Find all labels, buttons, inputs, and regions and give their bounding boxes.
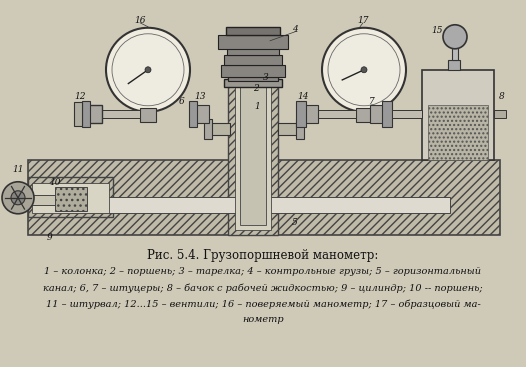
Circle shape [11, 191, 25, 205]
Text: 17: 17 [357, 16, 369, 25]
Bar [100, 110, 140, 118]
Text: Рис. 5.4. Грузопоршневой манометр:: Рис. 5.4. Грузопоршневой манометр: [147, 249, 379, 262]
Bar [218, 35, 288, 49]
Bar [422, 70, 494, 160]
Text: 5: 5 [292, 218, 298, 227]
Text: 3: 3 [263, 73, 269, 82]
Bar [28, 177, 113, 217]
Text: нометр: нометр [242, 315, 284, 324]
Bar [370, 105, 384, 123]
Text: 2: 2 [253, 84, 259, 93]
Text: 11: 11 [12, 165, 24, 174]
Bar [235, 75, 271, 230]
Text: 12: 12 [74, 92, 86, 101]
Bar [210, 123, 230, 135]
Bar [224, 55, 282, 65]
Bar [32, 183, 109, 213]
Bar [227, 46, 279, 55]
Text: 7: 7 [369, 97, 375, 106]
Bar [240, 147, 266, 175]
Bar [448, 60, 460, 70]
Bar [428, 105, 488, 160]
Text: 13: 13 [194, 92, 206, 101]
Text: 1 – колонка; 2 – поршень; 3 – тарелка; 4 – контрольные грузы; 5 – горизонтальный: 1 – колонка; 2 – поршень; 3 – тарелка; 4… [45, 267, 481, 276]
Bar [494, 110, 506, 118]
Bar [240, 85, 266, 225]
Circle shape [2, 182, 34, 214]
Circle shape [145, 67, 151, 73]
Bar [28, 160, 500, 235]
Text: 10: 10 [49, 178, 60, 187]
Text: 1: 1 [254, 102, 260, 111]
Bar [452, 40, 458, 60]
Bar [304, 105, 318, 123]
Text: канал; 6, 7 – штуцеры; 8 – бачок с рабочей жидкостью; 9 – цилиндр; 10 -- поршень: канал; 6, 7 – штуцеры; 8 – бачок с рабоч… [43, 283, 483, 292]
Bar [382, 101, 392, 127]
Bar [88, 105, 102, 123]
Circle shape [322, 28, 406, 112]
Text: 11 – штурвал; 12...15 – вентили; 16 – поверяемый манометр; 17 – образцовый ма-: 11 – штурвал; 12...15 – вентили; 16 – по… [46, 299, 480, 309]
Bar [278, 123, 298, 135]
Circle shape [328, 34, 400, 106]
Text: 6: 6 [179, 97, 185, 106]
Circle shape [443, 25, 467, 49]
Circle shape [112, 34, 184, 106]
Bar [32, 195, 55, 205]
Bar [356, 108, 372, 122]
Text: 8: 8 [499, 92, 505, 101]
Bar [195, 105, 209, 123]
Bar [308, 110, 356, 118]
Bar [221, 65, 285, 77]
Text: 15: 15 [431, 26, 443, 35]
Circle shape [106, 28, 190, 112]
Bar [296, 119, 304, 139]
Bar [82, 101, 90, 127]
Bar [228, 77, 278, 81]
Bar [55, 187, 87, 211]
Bar [189, 101, 197, 127]
Bar [226, 27, 280, 35]
Text: 4: 4 [292, 25, 298, 34]
Bar [392, 110, 422, 118]
Bar [224, 79, 282, 87]
Circle shape [361, 67, 367, 73]
Bar [204, 119, 212, 139]
Bar [74, 102, 82, 126]
Text: 14: 14 [297, 92, 309, 101]
Text: 9: 9 [47, 233, 53, 242]
Bar [140, 108, 156, 122]
Bar [296, 101, 306, 127]
Bar [60, 197, 450, 213]
Text: 16: 16 [134, 16, 146, 25]
Bar [228, 70, 278, 235]
